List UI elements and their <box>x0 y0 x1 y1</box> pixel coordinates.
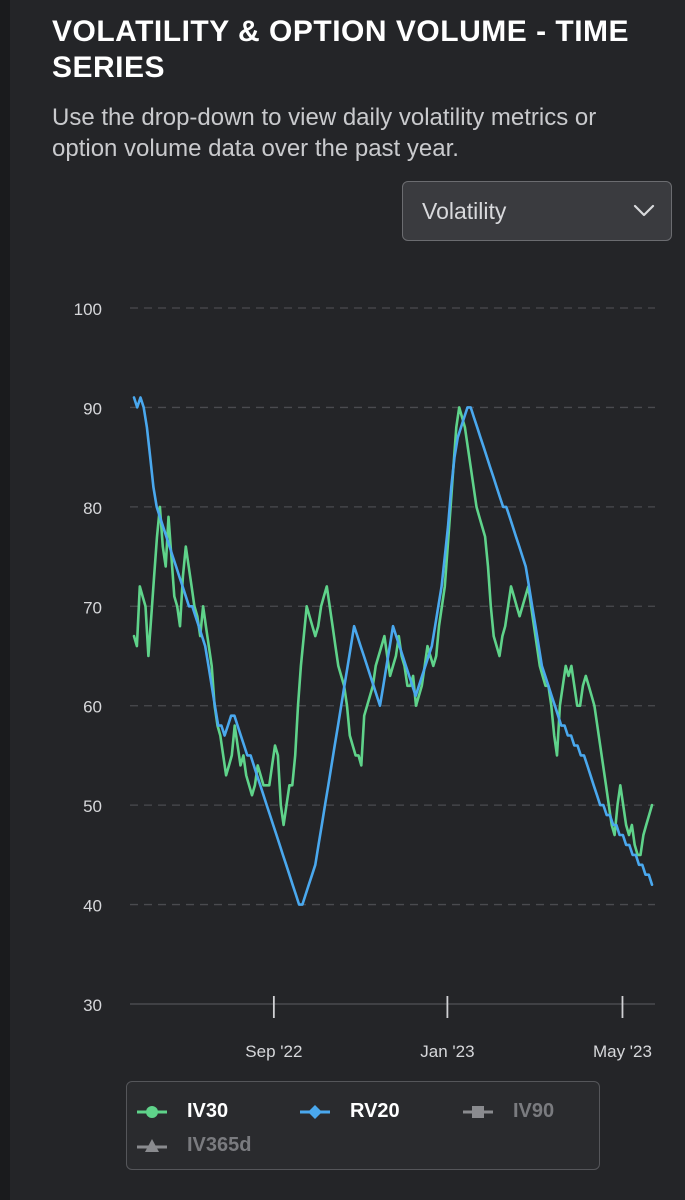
y-tick-label: 100 <box>74 300 102 319</box>
dropdown-selected-value: Volatility <box>422 197 507 224</box>
page-subtitle: Use the drop-down to view daily volatili… <box>52 104 597 162</box>
chevron-down-icon <box>633 204 655 218</box>
volatility-chart: 30 40 50 60 70 80 90 100 Sep '22 Jan '23 May '23 <box>74 300 655 1061</box>
circle-marker-icon <box>137 1105 167 1118</box>
series-line-iv30 <box>132 406 654 857</box>
metric-dropdown[interactable]: Volatility <box>402 181 672 241</box>
series-line-rv20 <box>132 396 654 906</box>
legend-item-iv90[interactable]: IV90 <box>463 1100 554 1123</box>
chart-legend: IV30 RV20 IV90 IV365d <box>126 1081 600 1170</box>
y-tick-label: 60 <box>83 698 102 717</box>
y-tick-label: 50 <box>83 797 102 816</box>
page-title: VOLATILITY & OPTION VOLUME - TIME SERIES <box>52 15 630 84</box>
x-tick-label: Sep '22 <box>245 1042 302 1061</box>
y-tick-label: 70 <box>83 598 102 617</box>
legend-item-iv30[interactable]: IV30 <box>137 1100 228 1123</box>
legend-label-iv365d: IV365d <box>187 1134 252 1156</box>
y-tick-label: 80 <box>83 499 102 518</box>
x-tick-label: May '23 <box>593 1042 652 1061</box>
legend-label-rv20: RV20 <box>350 1100 400 1122</box>
y-tick-label: 30 <box>83 996 102 1015</box>
legend-item-rv20[interactable]: RV20 <box>300 1100 400 1123</box>
triangle-marker-icon <box>137 1138 167 1152</box>
left-edge-bar <box>0 0 10 1200</box>
legend-label-iv90: IV90 <box>513 1100 555 1122</box>
square-marker-icon <box>463 1105 493 1118</box>
y-tick-label: 90 <box>83 399 102 418</box>
y-tick-label: 40 <box>83 897 102 916</box>
legend-item-iv365d[interactable]: IV365d <box>137 1134 251 1157</box>
diamond-marker-icon <box>300 1104 330 1119</box>
x-tick-label: Jan '23 <box>420 1042 474 1061</box>
legend-label-iv30: IV30 <box>187 1100 229 1122</box>
